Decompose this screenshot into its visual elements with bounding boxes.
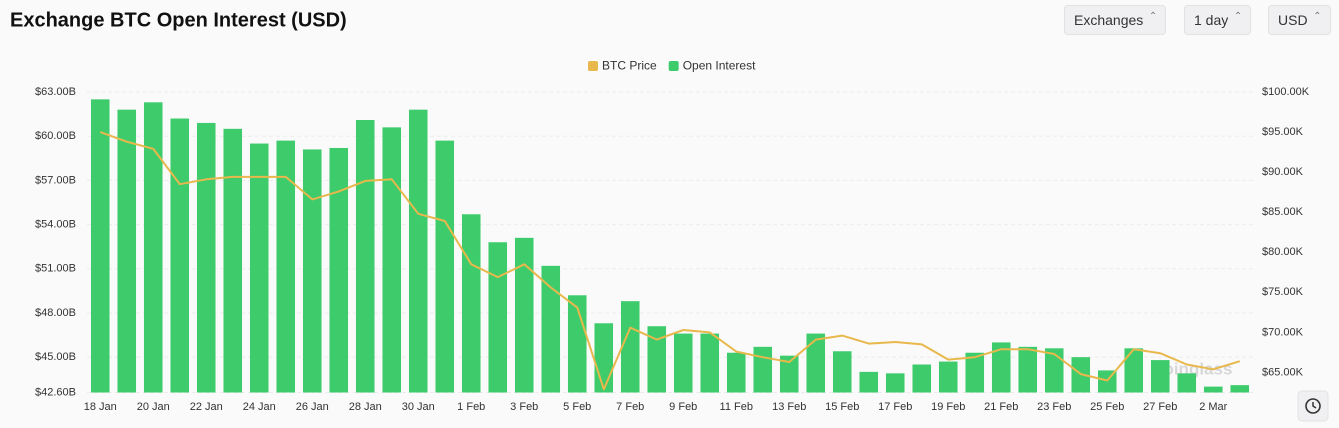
bar bbox=[435, 140, 455, 393]
bar bbox=[991, 342, 1011, 393]
bar bbox=[143, 102, 163, 393]
legend-label: BTC Price bbox=[602, 59, 657, 73]
bar bbox=[1150, 360, 1170, 393]
bar bbox=[912, 364, 932, 393]
x-tick-label: 21 Feb bbox=[984, 401, 1018, 413]
x-tick-label: 28 Jan bbox=[349, 401, 382, 413]
y-tick-label: $57.00B bbox=[35, 174, 76, 186]
bar bbox=[885, 373, 905, 393]
bar bbox=[541, 265, 561, 393]
bar bbox=[779, 355, 799, 393]
x-tick-label: 5 Feb bbox=[563, 401, 591, 413]
x-tick-label: 27 Feb bbox=[1143, 401, 1177, 413]
bar bbox=[673, 333, 693, 393]
bar bbox=[329, 147, 349, 393]
x-tick-label: 11 Feb bbox=[720, 401, 753, 413]
bar bbox=[1044, 348, 1064, 393]
bar bbox=[196, 122, 216, 393]
x-tick-label: 7 Feb bbox=[616, 401, 644, 413]
y2-tick-label: $80.00K bbox=[1262, 246, 1304, 258]
x-tick-label: 25 Feb bbox=[1090, 401, 1124, 413]
interval-select[interactable]: 1 day bbox=[1184, 3, 1252, 35]
legend-label: Open Interest bbox=[683, 59, 756, 73]
x-tick-label: 3 Feb bbox=[510, 401, 538, 413]
bar bbox=[514, 237, 534, 393]
bar bbox=[753, 346, 773, 393]
bar bbox=[461, 214, 481, 393]
bar bbox=[90, 99, 110, 393]
bar bbox=[170, 118, 190, 393]
bar bbox=[249, 143, 269, 393]
legend-swatch bbox=[668, 61, 679, 71]
bar bbox=[726, 352, 746, 393]
bar bbox=[965, 352, 985, 393]
bar bbox=[594, 323, 614, 393]
bar bbox=[117, 109, 137, 393]
x-tick-label: 17 Feb bbox=[878, 401, 912, 413]
x-tick-label: 20 Jan bbox=[137, 401, 170, 413]
price-line bbox=[99, 131, 1241, 391]
bar bbox=[647, 326, 667, 393]
history-icon bbox=[1305, 398, 1321, 414]
bar bbox=[806, 333, 826, 393]
bar bbox=[1018, 346, 1038, 393]
bar bbox=[700, 333, 720, 393]
bar bbox=[382, 127, 402, 393]
x-tick-label: 24 Jan bbox=[243, 401, 276, 413]
currency-select[interactable]: USD bbox=[1268, 3, 1331, 35]
x-tick-label: 30 Jan bbox=[402, 401, 435, 413]
bar bbox=[223, 128, 243, 393]
y2-tick-label: $95.00K bbox=[1262, 126, 1304, 138]
bar bbox=[408, 109, 428, 393]
x-tick-label: 1 Feb bbox=[457, 401, 485, 413]
bar bbox=[488, 242, 508, 393]
y2-tick-label: $85.00K bbox=[1262, 206, 1304, 218]
x-tick-label: 26 Jan bbox=[296, 401, 329, 413]
watermark: coinglass bbox=[1154, 359, 1232, 378]
y2-tick-label: $65.00K bbox=[1262, 366, 1304, 378]
x-tick-label: 22 Jan bbox=[190, 401, 223, 413]
y2-tick-label: $90.00K bbox=[1262, 166, 1304, 178]
bar bbox=[859, 371, 879, 393]
y-tick-label: $54.00B bbox=[35, 218, 76, 230]
history-icon-hand bbox=[1312, 402, 1317, 409]
bar bbox=[1203, 386, 1223, 393]
y2-tick-label: $100.00K bbox=[1262, 86, 1310, 98]
chart-title: Exchange BTC Open Interest (USD) bbox=[10, 9, 347, 31]
y-tick-label: $45.00B bbox=[35, 351, 76, 363]
x-tick-label: 13 Feb bbox=[772, 401, 806, 413]
bar bbox=[1124, 348, 1144, 393]
x-tick-label: 23 Feb bbox=[1037, 401, 1071, 413]
y2-tick-label: $75.00K bbox=[1262, 286, 1304, 298]
y-tick-label: $48.00B bbox=[35, 307, 76, 319]
x-tick-label: 19 Feb bbox=[931, 401, 965, 413]
x-tick-label: 9 Feb bbox=[669, 401, 697, 413]
y-tick-label: $63.00B bbox=[35, 86, 76, 98]
y-tick-label: $60.00B bbox=[35, 130, 76, 142]
bar bbox=[1230, 385, 1250, 393]
exchanges-select[interactable]: Exchanges bbox=[1064, 3, 1167, 35]
x-tick-label: 18 Jan bbox=[84, 401, 117, 413]
bar bbox=[938, 361, 958, 393]
bar bbox=[276, 140, 296, 393]
legend-swatch bbox=[588, 61, 598, 71]
x-tick-label: 2 Mar bbox=[1199, 401, 1227, 413]
bar bbox=[355, 119, 375, 393]
y-tick-label: $42.60B bbox=[35, 386, 76, 398]
bar bbox=[620, 301, 640, 393]
y2-tick-label: $70.00K bbox=[1262, 326, 1304, 338]
x-tick-label: 15 Feb bbox=[825, 401, 859, 413]
y-tick-label: $51.00B bbox=[35, 263, 76, 275]
history-button[interactable] bbox=[1297, 390, 1329, 422]
bar bbox=[1177, 373, 1197, 393]
bar bbox=[832, 351, 852, 393]
bar bbox=[302, 149, 322, 393]
